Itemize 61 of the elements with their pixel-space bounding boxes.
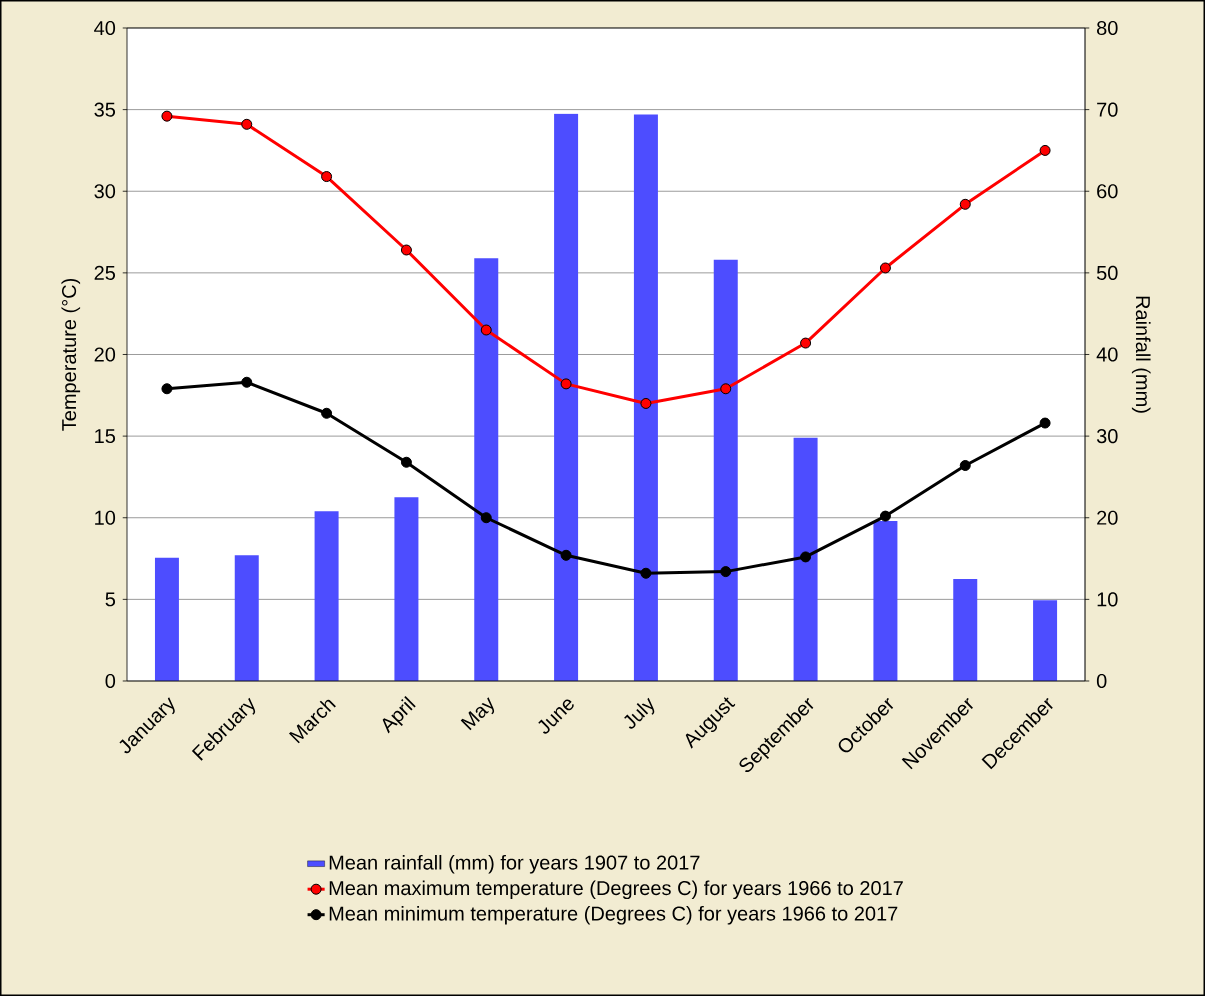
bar: [154, 557, 179, 681]
y2-tick-label: 10: [1097, 592, 1118, 607]
y2-tick-label: 40: [1096, 347, 1118, 362]
y-axis-title: Temperature (°C): [61, 278, 81, 431]
legend-label: Mean rainfall (mm) for years 1907 to 2017: [329, 854, 700, 874]
point: [480, 324, 492, 336]
point: [1039, 144, 1051, 156]
point: [959, 198, 971, 210]
point: [321, 171, 333, 183]
point: [161, 110, 173, 122]
point: [480, 512, 492, 524]
point: [800, 551, 812, 563]
bar: [1033, 600, 1058, 681]
y-tick-label: 30: [94, 184, 116, 199]
y-tick-label: 25: [94, 265, 116, 280]
y2-tick-label: 20: [1097, 510, 1118, 525]
y-tick-label: 35: [94, 102, 116, 117]
point: [959, 460, 971, 471]
point: [560, 378, 572, 390]
x-tick-label: May: [460, 697, 495, 731]
bar: [394, 497, 419, 681]
point: [321, 407, 333, 419]
point: [1039, 417, 1051, 429]
y-tick-label: 40: [94, 20, 116, 36]
bar: [633, 114, 658, 681]
point: [800, 337, 812, 349]
point: [640, 567, 652, 579]
y2-tick-label: 70: [1097, 102, 1118, 117]
point: [400, 244, 412, 256]
point: [241, 118, 253, 130]
bar: [234, 555, 259, 681]
bar: [314, 511, 339, 681]
point: [400, 456, 412, 468]
y2-tick-label: 30: [1096, 429, 1118, 444]
bar: [554, 113, 579, 681]
y-tick-label: 15: [95, 429, 116, 444]
y2-tick-label: 60: [1097, 184, 1118, 199]
point: [879, 262, 891, 274]
legend-label: Mean minimum temperature (Degrees C) for years 1966 to 2017: [329, 905, 898, 925]
y2-tick-label: 50: [1096, 265, 1118, 280]
legend-label: Mean maximum temperature (Degrees C) for years 1966 to 2017: [329, 880, 903, 900]
y2-axis-title: Rainfall (mm): [1131, 296, 1151, 413]
point: [560, 549, 572, 561]
y-tick-label: 5: [105, 592, 116, 607]
point: [241, 376, 253, 388]
point: [720, 383, 732, 395]
point: [879, 510, 891, 522]
bar: [474, 258, 499, 681]
point: [161, 383, 173, 395]
bar: [793, 437, 818, 681]
bar: [713, 259, 738, 681]
x-tick-label: July: [624, 697, 655, 729]
y-tick-label: 0: [105, 673, 116, 689]
y-tick-label: 10: [95, 510, 116, 525]
y2-tick-label: 0: [1096, 673, 1107, 689]
y-tick-label: 20: [94, 347, 116, 362]
bar: [953, 578, 978, 681]
bar: [873, 521, 898, 681]
point: [720, 566, 732, 578]
y2-tick-label: 80: [1097, 20, 1118, 36]
point: [640, 397, 652, 409]
